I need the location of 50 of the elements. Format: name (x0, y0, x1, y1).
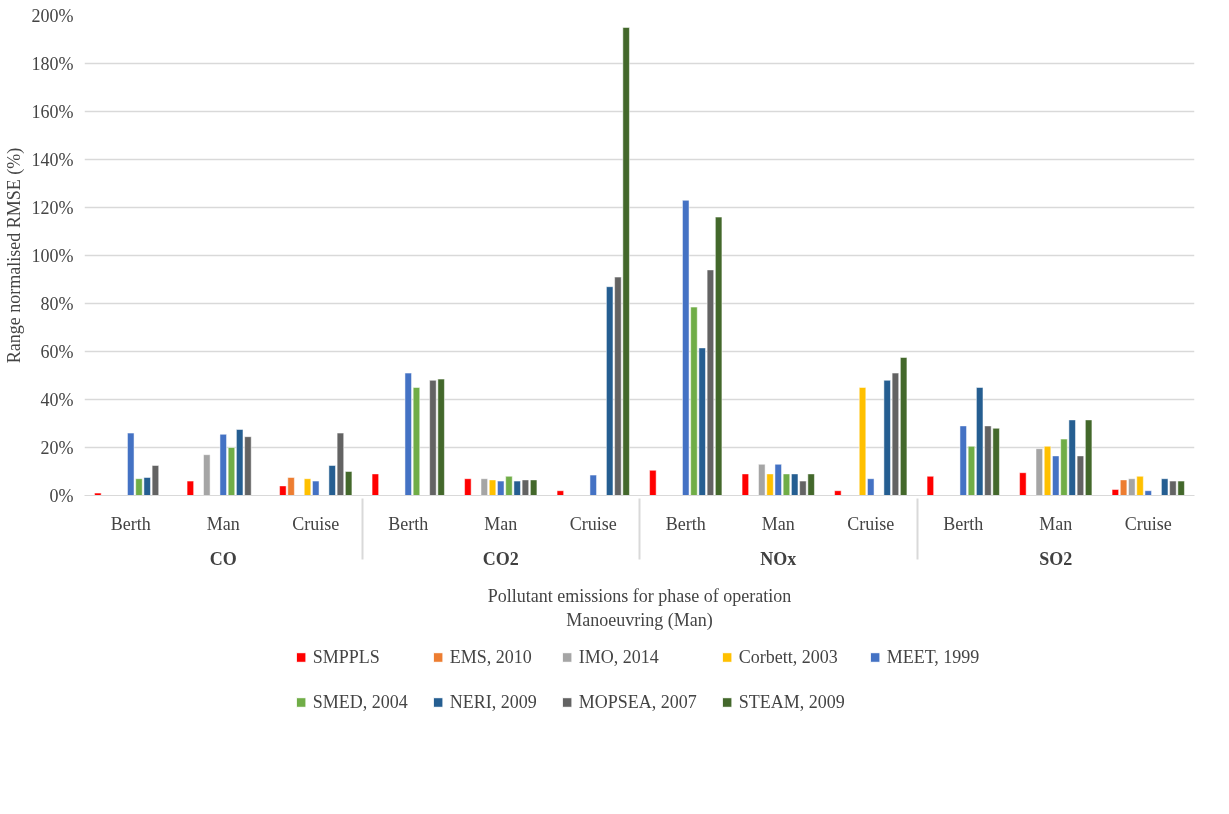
legend-label: MEET, 1999 (886, 646, 980, 668)
bar (649, 470, 657, 496)
y-tick-label: 180% (31, 53, 74, 74)
x-tick-label: Cruise (1124, 513, 1172, 534)
x-tick-label: Berth (110, 513, 151, 534)
y-tick-label: 80% (40, 293, 74, 314)
bar (464, 478, 472, 496)
x-axis-title: Pollutant emissions for phase of operation Manoeuvring (Man) (487, 585, 792, 631)
bar (834, 490, 842, 496)
bar (1019, 472, 1027, 496)
y-tick-label: 160% (31, 101, 74, 122)
legend-label: SMPPLS (312, 646, 380, 668)
y-tick-label: 200% (31, 5, 74, 26)
bar (371, 473, 379, 496)
legend-label: MOPSEA, 2007 (578, 691, 697, 713)
legend-label: EMS, 2010 (449, 646, 532, 668)
bar (94, 492, 102, 496)
y-tick-label: 0% (49, 485, 74, 506)
legend-label: SMED, 2004 (312, 691, 408, 713)
bar (203, 454, 211, 496)
legend-label: Corbett, 2003 (738, 646, 838, 668)
x-tick-label: Cruise (292, 513, 340, 534)
y-tick-label: 120% (31, 197, 74, 218)
x-tick-label: Berth (665, 513, 706, 534)
legend-label: IMO, 2014 (578, 646, 659, 668)
x-tick-label: Cruise (847, 513, 895, 534)
x-tick-label: Berth (388, 513, 429, 534)
x-tick-label: Man (206, 513, 240, 534)
x-tick-label: Man (761, 513, 795, 534)
legend-label: STEAM, 2009 (738, 691, 845, 713)
y-tick-label: 20% (40, 437, 74, 458)
x-tick-label: Man (484, 513, 518, 534)
text: SO2 (1039, 548, 1073, 569)
y-tick-label: 100% (31, 245, 74, 266)
y-axis-title: Range normalised RMSE (%) (3, 147, 25, 364)
bar (589, 474, 597, 496)
x-tick-label: Berth (943, 513, 984, 534)
x-tick-label: Man (1039, 513, 1073, 534)
text: CO2 (482, 548, 519, 569)
bar (926, 476, 934, 496)
x-tick-label: Cruise (569, 513, 617, 534)
bar (186, 480, 194, 496)
text: NOx (760, 548, 797, 569)
legend-label: NERI, 2009 (449, 691, 537, 713)
bar (741, 473, 749, 496)
bar (556, 490, 564, 496)
y-tick-label: 60% (40, 341, 74, 362)
y-tick-label: 140% (31, 149, 74, 170)
y-tick-label: 40% (40, 389, 74, 410)
text: CO (209, 548, 237, 569)
